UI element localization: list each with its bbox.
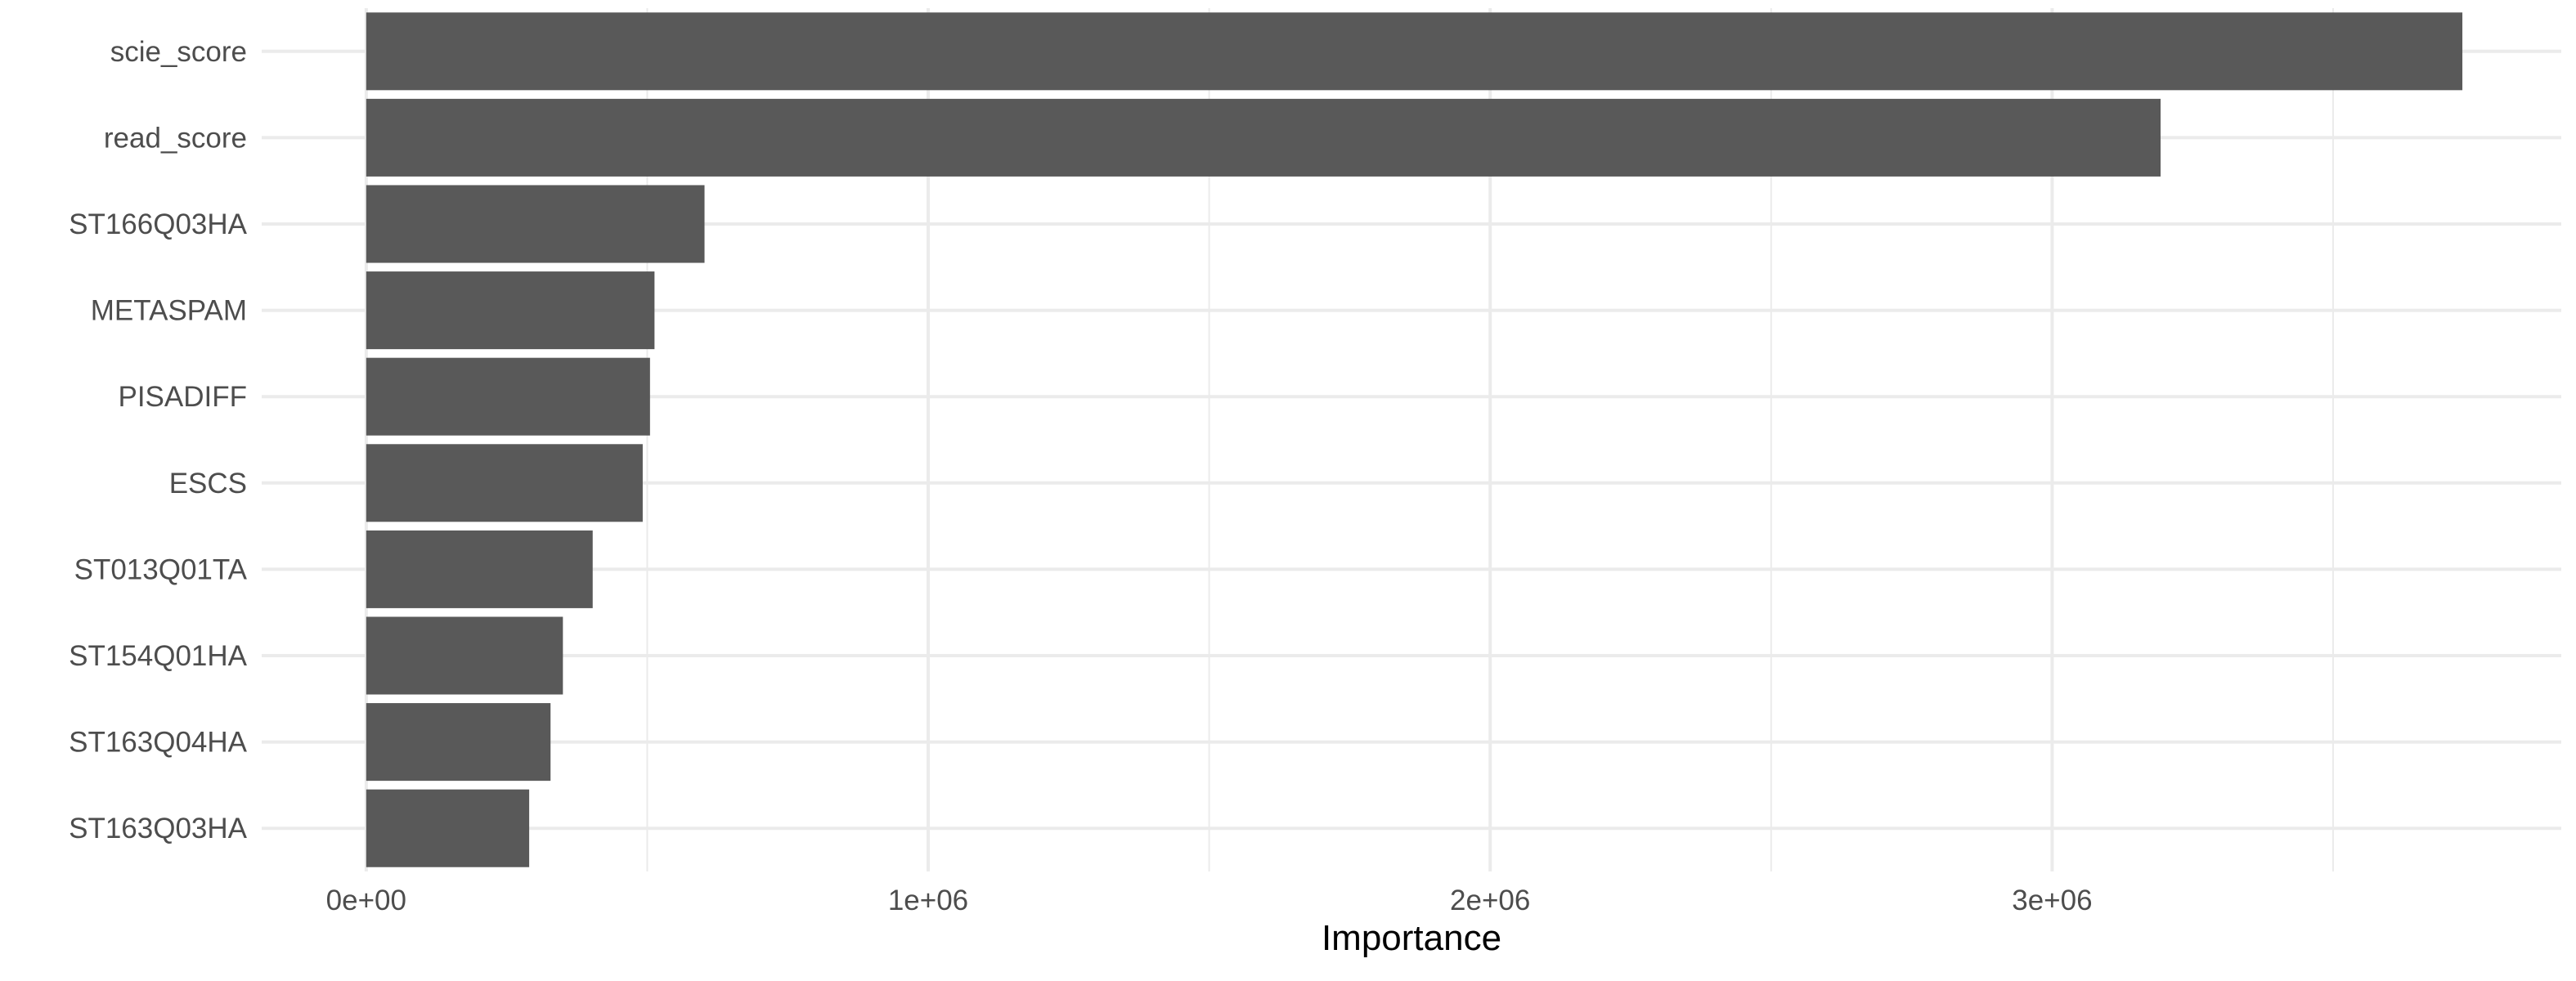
y-tick-label: METASPAM [91,295,247,327]
x-tick-label: 2e+06 [1450,885,1530,916]
bar-PISADIFF [366,357,650,436]
y-tick-label: ST013Q01TA [74,553,248,585]
y-tick-label: scie_score [110,36,247,68]
bar-METASPAM [366,271,655,350]
x-tick-label: 1e+06 [888,885,968,916]
bar-ST154Q01HA [366,616,563,695]
x-axis-tick-labels: 0e+00 1e+06 2e+06 3e+06 [326,885,2093,916]
y-tick-label: ST163Q03HA [69,813,248,844]
x-tick-label: 0e+00 [326,885,406,916]
bar-read_score [366,98,2161,177]
y-tick-label: ST154Q01HA [69,640,248,672]
bar-ST163Q03HA [366,789,530,867]
y-tick-label: PISADIFF [118,381,247,413]
bar-scie_score [366,12,2463,91]
x-axis-title: Importance [1322,918,1501,958]
y-tick-label: ST166Q03HA [69,208,248,240]
y-tick-label: ESCS [169,468,247,499]
bars [366,12,2463,867]
y-tick-label: ST163Q04HA [69,727,248,759]
y-axis-tick-labels: scie_score read_score ST166Q03HA METASPAM PI… [69,36,248,844]
bar-ST166Q03HA [366,185,705,263]
y-tick-label: read_score [104,122,247,154]
bar-ST163Q04HA [366,703,551,782]
bar-ESCS [366,444,643,522]
x-tick-label: 3e+06 [2012,885,2092,916]
bar-ST013Q01TA [366,530,593,608]
